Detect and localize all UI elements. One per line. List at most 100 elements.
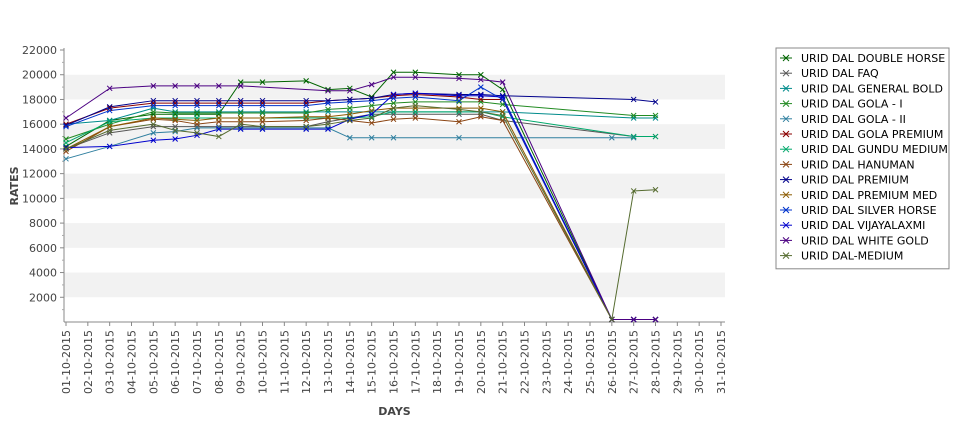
data-point-marker xyxy=(368,97,375,104)
data-point-marker xyxy=(237,126,244,132)
y-tick-label: 22000 xyxy=(22,44,57,57)
x-tick-label: 01-10-2015 xyxy=(60,330,73,394)
data-point-marker xyxy=(237,115,244,121)
x-tick-label: 23-10-2015 xyxy=(540,330,553,394)
data-point-marker xyxy=(215,102,222,109)
data-point-marker xyxy=(194,129,200,136)
data-point-marker xyxy=(325,86,331,93)
data-point-marker xyxy=(215,110,222,116)
data-point-marker xyxy=(259,100,266,107)
data-point-marker xyxy=(215,123,222,130)
data-point-marker xyxy=(412,69,419,76)
data-point-marker xyxy=(172,97,179,104)
data-point-marker xyxy=(303,100,310,107)
data-point-marker xyxy=(412,102,419,109)
x-tick-label: 02-10-2015 xyxy=(82,330,95,394)
x-tick-label: 11-10-2015 xyxy=(278,330,291,394)
legend-entry-label: URID DAL GUNDU MEDIUM xyxy=(801,143,948,156)
data-point-marker xyxy=(106,105,113,111)
data-point-marker xyxy=(499,112,506,119)
data-point-marker xyxy=(172,115,179,121)
data-point-marker xyxy=(150,83,157,89)
y-tick-label: 2000 xyxy=(29,291,57,304)
data-point-marker xyxy=(368,120,375,126)
data-point-marker xyxy=(259,108,266,115)
data-point-marker xyxy=(150,102,157,109)
data-point-marker xyxy=(499,94,506,100)
plot-band xyxy=(64,223,725,248)
data-point-marker xyxy=(477,99,484,105)
x-tick-label: 09-10-2015 xyxy=(235,330,248,394)
x-tick-label: 30-10-2015 xyxy=(693,330,706,394)
data-point-marker xyxy=(477,76,484,83)
data-point-marker xyxy=(194,115,200,121)
data-point-marker xyxy=(303,78,310,84)
data-point-marker xyxy=(412,105,419,111)
data-point-marker xyxy=(346,117,353,124)
series-line xyxy=(65,76,656,321)
data-point-marker xyxy=(194,102,200,109)
data-point-marker xyxy=(259,125,266,131)
data-point-marker xyxy=(652,115,659,121)
x-tick-label: 12-10-2015 xyxy=(300,330,313,394)
data-point-marker xyxy=(194,132,200,139)
data-point-marker xyxy=(63,155,69,162)
data-point-marker xyxy=(215,126,222,132)
data-point-marker xyxy=(303,97,310,104)
data-point-marker xyxy=(456,75,462,82)
x-tick-label: 10-10-2015 xyxy=(257,330,270,394)
legend-box xyxy=(775,47,950,270)
data-point-marker xyxy=(303,115,310,121)
y-axis-ticks: 2000 4000 6000 8000 10000 12000 14000 16000 1800… xyxy=(22,44,64,311)
data-point-marker xyxy=(390,92,397,99)
series-line xyxy=(65,86,656,321)
data-point-marker xyxy=(106,118,113,125)
x-tick-label: 06-10-2015 xyxy=(169,330,182,394)
data-point-marker xyxy=(346,105,353,111)
data-point-marker xyxy=(106,85,113,92)
y-tick-label: 10000 xyxy=(22,192,57,205)
x-tick-label: 04-10-2015 xyxy=(126,330,139,394)
data-point-marker xyxy=(172,127,179,134)
legend-entry-label: URID DAL PREMIUM xyxy=(801,174,909,187)
data-point-marker xyxy=(325,121,331,128)
legend: URID DAL DOUBLE HORSE URID DAL FAQ URID DA… xyxy=(775,47,950,270)
data-point-marker xyxy=(150,123,157,130)
legend-entry-label: URID DAL HANUMAN xyxy=(801,158,915,171)
y-tick-label: 4000 xyxy=(29,267,57,280)
data-point-marker xyxy=(150,100,157,107)
data-point-marker xyxy=(325,100,331,107)
data-point-marker xyxy=(390,74,397,81)
data-point-marker xyxy=(390,91,397,98)
x-tick-label: 14-10-2015 xyxy=(344,330,357,394)
x-tick-label: 05-10-2015 xyxy=(147,330,160,394)
data-point-marker xyxy=(194,110,200,116)
data-point-marker xyxy=(106,143,113,150)
data-point-marker xyxy=(325,97,331,104)
series-line xyxy=(65,127,634,160)
data-point-marker xyxy=(215,108,222,115)
data-point-marker xyxy=(303,113,310,120)
data-point-marker xyxy=(325,87,331,94)
data-point-marker xyxy=(368,113,375,120)
data-point-marker xyxy=(477,91,484,98)
data-point-marker xyxy=(390,116,397,123)
data-point-marker xyxy=(390,69,397,76)
legend-entry-label: URID DAL GOLA PREMIUM xyxy=(801,128,943,141)
data-point-marker xyxy=(456,134,462,141)
data-point-marker xyxy=(499,117,506,124)
data-point-marker xyxy=(325,126,331,132)
data-point-marker xyxy=(456,92,462,99)
data-point-marker xyxy=(172,108,179,115)
data-point-marker xyxy=(259,115,266,121)
data-point-marker xyxy=(652,186,659,193)
data-point-marker xyxy=(237,100,244,107)
data-point-marker xyxy=(259,79,266,85)
x-axis-title: DAYS xyxy=(378,405,411,418)
data-point-marker xyxy=(259,123,266,130)
x-tick-label: 22-10-2015 xyxy=(519,330,532,394)
data-point-marker xyxy=(150,108,157,115)
series-line xyxy=(65,92,656,321)
x-axis-ticks: 01-10-2015 02-10-2015 03-10-2015 04-10-2015… xyxy=(60,322,728,394)
data-point-marker xyxy=(368,102,375,109)
